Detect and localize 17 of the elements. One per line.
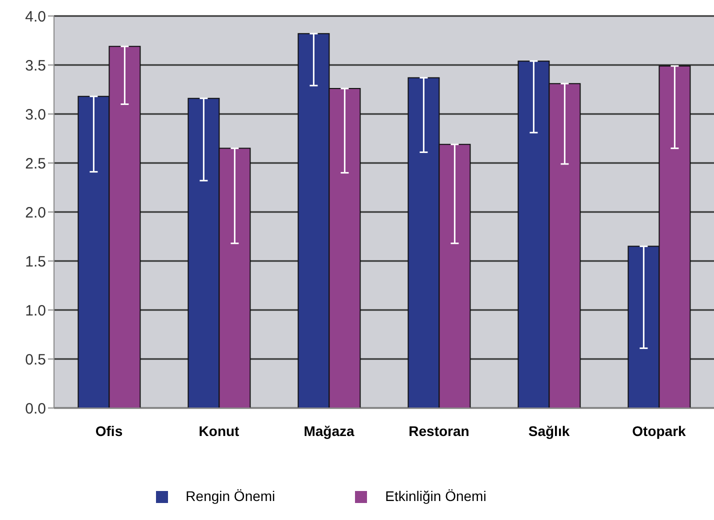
x-tick-label: Konut (198, 422, 240, 439)
x-tick-label: Sağlık (528, 422, 570, 439)
y-tick-label: 4.0 (25, 8, 46, 26)
y-tick-label: 2.0 (25, 204, 46, 222)
y-tick-label: 2.5 (25, 155, 46, 172)
x-tick-label: Ofis (95, 422, 123, 439)
x-tick-label: Mağaza (304, 422, 354, 439)
x-tick-label: Otopark (632, 422, 686, 439)
legend-label: Etkinliğin Önemi (385, 488, 486, 504)
y-tick-label: 1.5 (25, 253, 46, 270)
y-tick-label: 3.0 (25, 106, 46, 124)
y-tick-label: 1.0 (25, 302, 46, 320)
y-tick-label: 3.5 (25, 57, 46, 74)
y-tick-label: 0.5 (25, 351, 46, 368)
x-tick-label: Restoran (408, 422, 470, 439)
y-tick-label: 0.0 (25, 400, 46, 418)
legend-label: Rengin Önemi (186, 488, 276, 504)
